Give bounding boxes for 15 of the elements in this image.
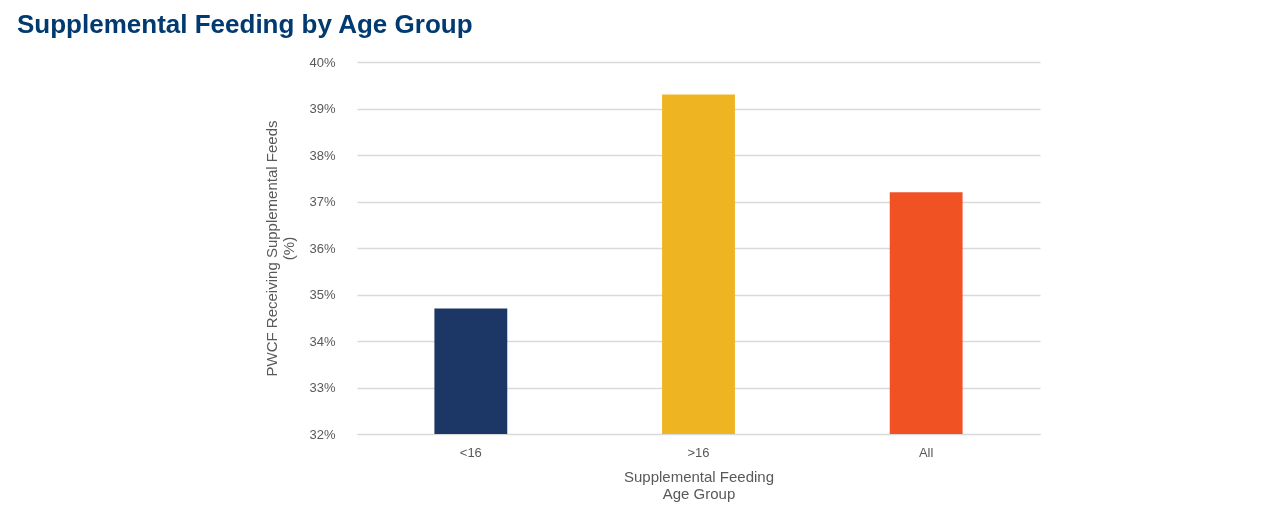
x-tick-label: All [918, 444, 934, 460]
y-tick-label: 33% [309, 380, 336, 395]
y-tick-label: 34% [309, 333, 336, 349]
x-tick-label: <16 [459, 444, 482, 460]
y-tick-label: 32% [309, 426, 336, 442]
y-axis-title: PWCF Receiving Supplemental Feeds (%) [263, 120, 298, 377]
y-tick-label: 36% [309, 240, 336, 256]
y-tick-label: 38% [309, 147, 336, 163]
x-tick-label: >16 [687, 444, 710, 460]
x-axis-title: Supplemental Feeding Age Group [623, 467, 775, 502]
y-tick-label: 37% [309, 194, 336, 209]
y-tick-label: 39% [309, 101, 336, 116]
y-tick-label: 35% [309, 287, 336, 302]
y-tick-label: 40% [309, 54, 336, 70]
chart-title: Supplemental Feeding by Age Group [17, 9, 473, 39]
